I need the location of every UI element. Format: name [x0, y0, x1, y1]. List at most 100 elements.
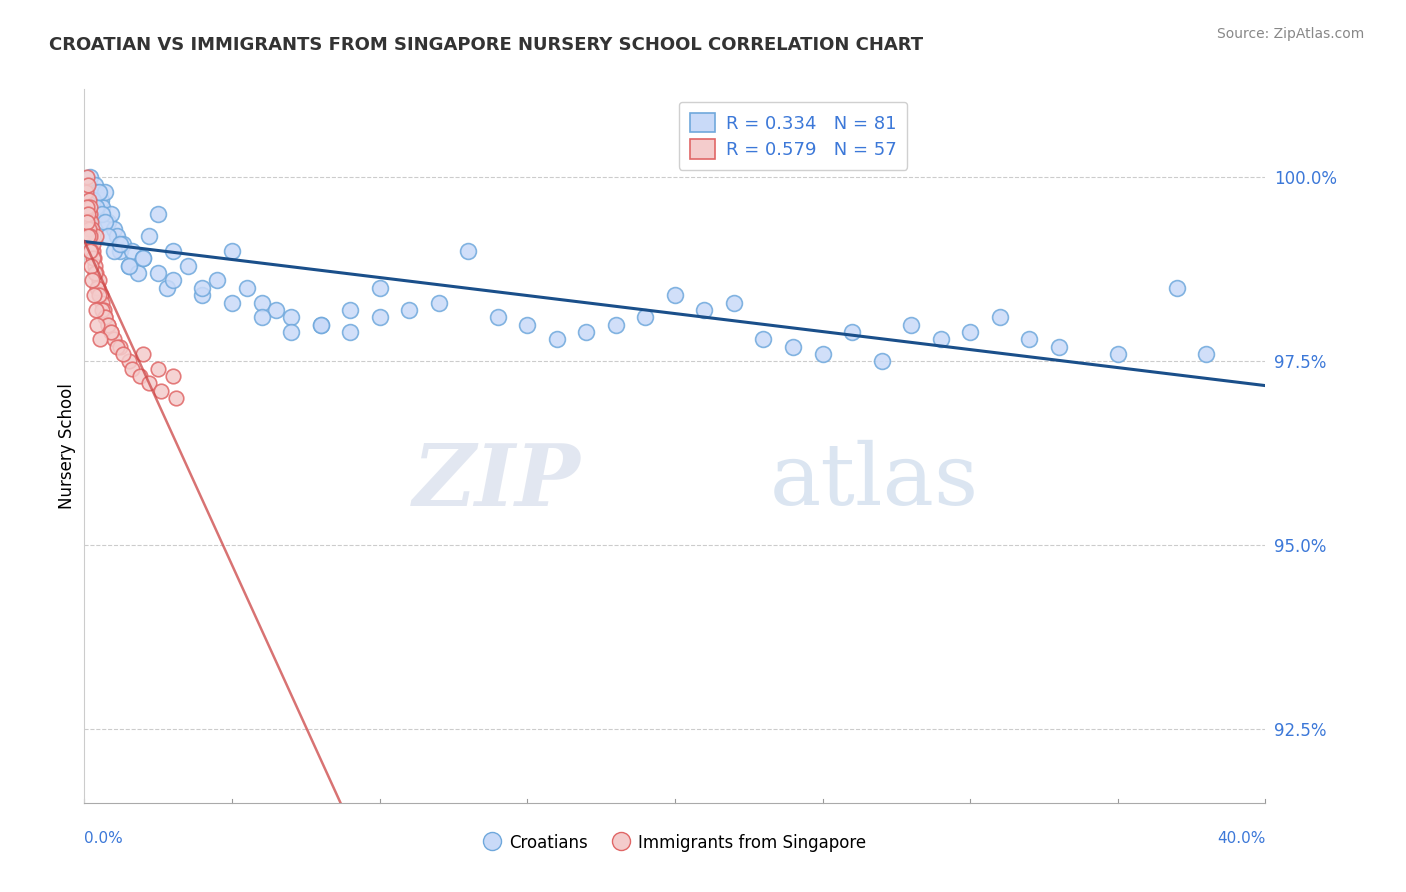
Point	[108, 236, 131, 251]
Point	[79, 244, 101, 258]
Point	[1018, 332, 1040, 346]
Point	[205, 273, 228, 287]
Point	[97, 214, 120, 228]
Point	[100, 325, 122, 339]
Point	[91, 295, 114, 310]
Text: Source: ZipAtlas.com: Source: ZipAtlas.com	[1216, 27, 1364, 41]
Point	[77, 185, 100, 199]
Point	[89, 332, 111, 346]
Point	[1195, 347, 1218, 361]
Point	[100, 207, 122, 221]
Point	[162, 369, 184, 384]
Point	[191, 288, 214, 302]
Point	[132, 252, 155, 266]
Point	[77, 207, 100, 221]
Point	[138, 376, 160, 391]
Point	[811, 347, 834, 361]
Point	[752, 332, 775, 346]
Y-axis label: Nursery School: Nursery School	[58, 383, 76, 509]
Point	[138, 229, 160, 244]
Point	[80, 214, 103, 228]
Point	[82, 236, 104, 251]
Point	[870, 354, 893, 368]
Point	[94, 310, 117, 325]
Point	[398, 302, 420, 317]
Point	[79, 200, 101, 214]
Point	[79, 207, 101, 221]
Point	[105, 229, 128, 244]
Point	[76, 200, 98, 214]
Point	[84, 302, 107, 317]
Point	[111, 236, 134, 251]
Point	[236, 281, 259, 295]
Point	[86, 281, 108, 295]
Point	[103, 332, 125, 346]
Point	[91, 302, 114, 317]
Point	[94, 310, 117, 325]
Text: CROATIAN VS IMMIGRANTS FROM SINGAPORE NURSERY SCHOOL CORRELATION CHART: CROATIAN VS IMMIGRANTS FROM SINGAPORE NU…	[49, 36, 924, 54]
Point	[1047, 340, 1070, 354]
Point	[309, 318, 332, 332]
Point	[76, 207, 98, 221]
Point	[165, 391, 187, 405]
Point	[94, 214, 117, 228]
Point	[97, 318, 120, 332]
Point	[1107, 347, 1129, 361]
Point	[339, 325, 361, 339]
Point	[339, 302, 361, 317]
Point	[83, 266, 105, 280]
Point	[82, 244, 104, 258]
Point	[82, 200, 104, 214]
Text: ZIP: ZIP	[412, 440, 581, 524]
Point	[121, 361, 143, 376]
Point	[75, 185, 97, 199]
Point	[309, 318, 332, 332]
Point	[80, 222, 103, 236]
Point	[221, 244, 243, 258]
Point	[280, 310, 302, 325]
Point	[111, 347, 134, 361]
Point	[191, 281, 214, 295]
Point	[77, 193, 100, 207]
Point	[89, 185, 111, 199]
Point	[121, 244, 143, 258]
Point	[91, 207, 114, 221]
Point	[90, 193, 112, 207]
Text: 40.0%: 40.0%	[1218, 831, 1265, 847]
Point	[148, 361, 170, 376]
Point	[76, 170, 98, 185]
Point	[264, 302, 288, 317]
Point	[723, 295, 745, 310]
Point	[103, 244, 125, 258]
Point	[929, 332, 952, 346]
Point	[427, 295, 450, 310]
Point	[634, 310, 657, 325]
Point	[118, 259, 141, 273]
Point	[105, 340, 128, 354]
Point	[91, 200, 114, 214]
Point	[77, 222, 100, 236]
Point	[83, 288, 105, 302]
Point	[516, 318, 538, 332]
Point	[177, 259, 200, 273]
Point	[83, 178, 105, 192]
Point	[77, 178, 100, 192]
Point	[90, 288, 112, 302]
Point	[280, 325, 302, 339]
Point	[150, 384, 173, 398]
Point	[89, 273, 111, 287]
Point	[250, 310, 273, 325]
Point	[959, 325, 981, 339]
Point	[162, 244, 184, 258]
Point	[221, 295, 243, 310]
Point	[148, 207, 170, 221]
Point	[132, 252, 155, 266]
Point	[103, 222, 125, 236]
Point	[93, 302, 115, 317]
Point	[162, 273, 184, 287]
Point	[486, 310, 509, 325]
Point	[77, 229, 100, 244]
Text: 0.0%: 0.0%	[84, 831, 124, 847]
Point	[83, 259, 105, 273]
Point	[693, 302, 716, 317]
